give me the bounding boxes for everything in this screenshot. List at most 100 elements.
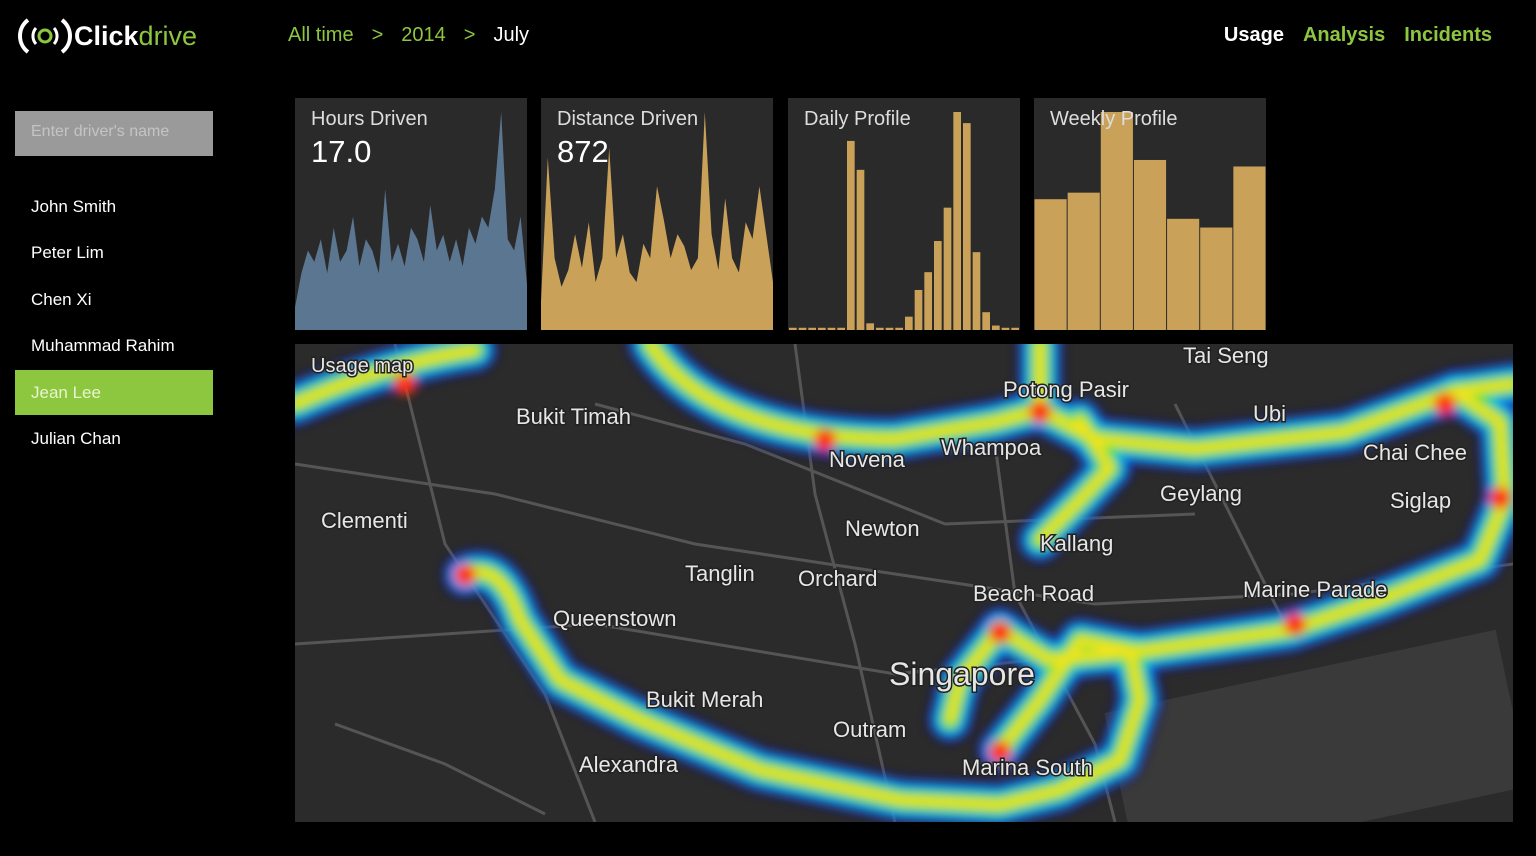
heat-spot [1029, 401, 1051, 423]
map-label: Ubi [1253, 401, 1286, 426]
bar [847, 140, 855, 330]
map-label: Newton [845, 516, 920, 541]
crumb-separator: > [463, 24, 476, 46]
driver-item[interactable]: Julian Chan [31, 429, 121, 448]
driver-item[interactable]: John Smith [31, 197, 117, 216]
map-title: Usage map [311, 355, 413, 377]
map-label: Novena [829, 447, 906, 472]
map-label: Bukit Timah [516, 404, 631, 429]
stat-panel: Daily Profile [788, 98, 1020, 330]
bar [837, 327, 845, 330]
heat-spot [989, 741, 1011, 763]
sea [1104, 629, 1513, 822]
bar [963, 123, 971, 330]
bar [1034, 199, 1067, 330]
bar [1001, 327, 1010, 330]
bar [914, 289, 923, 330]
driver-item[interactable]: Chen Xi [31, 289, 92, 309]
map-canvas: Usage map Bukit Timah Tai Seng Potong Pasi… [295, 344, 1513, 822]
panel-title: Hours Driven [311, 108, 428, 130]
bar [876, 327, 884, 330]
crumb[interactable]: All time [288, 24, 354, 46]
breadcrumb: All time > 2014 > July [288, 24, 529, 47]
panel-title: Daily Profile [804, 108, 911, 130]
bar [1011, 327, 1019, 330]
map-label: Alexandra [579, 752, 679, 777]
crumb-separator: > [371, 24, 384, 46]
bar [982, 312, 990, 330]
bar [1167, 218, 1200, 330]
panel-chart [789, 112, 1019, 330]
logo[interactable]: Click drive [16, 14, 197, 58]
map-label: Tanglin [685, 561, 755, 586]
heat-spot [1284, 613, 1306, 635]
heat-layer [295, 344, 1513, 822]
crumb[interactable]: July [493, 24, 530, 46]
map-label: Siglap [1390, 488, 1451, 513]
panel-title: Distance Driven [557, 108, 699, 130]
bar [789, 327, 797, 330]
panel-chart [541, 112, 773, 330]
map-label: Marine Parade [1243, 577, 1387, 602]
heat-spot [394, 373, 416, 395]
nav-link[interactable]: Analysis [1302, 24, 1386, 46]
logo-text: Click [74, 20, 139, 51]
map-label: Chai Chee [1363, 440, 1467, 465]
bar [924, 272, 932, 330]
stat-panel: Weekly Profile [1034, 98, 1266, 330]
map-label: Geylang [1160, 481, 1242, 506]
logo-icon [18, 18, 72, 54]
map-label: Singapore [889, 656, 1035, 692]
heat-trail [945, 625, 1005, 725]
panel-chart [1034, 112, 1266, 330]
bar [1133, 159, 1167, 330]
nav: Usage Analysis Incidents [1224, 24, 1492, 47]
bar [953, 112, 961, 330]
bar [885, 327, 894, 330]
bar [856, 169, 865, 330]
bar [1200, 227, 1233, 330]
heat-trail [460, 567, 1145, 810]
heat-trail [995, 387, 1510, 665]
heat-spot [1434, 393, 1456, 415]
usage-map[interactable]: Usage map Bukit Timah Tai Seng Potong Pasi… [295, 344, 1513, 822]
bar [1067, 192, 1100, 330]
stat-panel: Hours Driven 17.0 [295, 98, 527, 330]
map-label: Orchard [798, 566, 877, 591]
area [541, 112, 773, 330]
heat-trail [1035, 344, 1115, 545]
driver-item[interactable]: Jean Lee [15, 369, 213, 415]
map-label: Kallang [1040, 531, 1113, 556]
panel-value: 872 [557, 134, 609, 169]
panel-value: 17.0 [311, 134, 372, 169]
bar [798, 327, 807, 330]
driver-item[interactable]: Muhammad Rahim [31, 336, 175, 356]
area [295, 112, 527, 330]
crumb[interactable]: 2014 [401, 24, 446, 46]
bar [972, 252, 981, 330]
map-label: Beach Road [973, 581, 1094, 606]
bar [1100, 112, 1133, 330]
map-label: Clementi [321, 508, 408, 533]
heat-trail [645, 344, 1513, 454]
bar [895, 327, 903, 330]
bar [1233, 166, 1266, 330]
bar [818, 327, 826, 330]
driver-item[interactable]: Peter Lim [31, 243, 104, 263]
bar [934, 241, 942, 330]
nav-link[interactable]: Usage [1223, 24, 1284, 46]
bar [943, 207, 952, 330]
panel-title: Weekly Profile [1050, 108, 1178, 130]
search-input[interactable]: Enter driver's name [15, 111, 213, 156]
bar [827, 327, 836, 330]
map-label: Potong Pasir [1003, 377, 1129, 402]
map-label: Bukit Merah [646, 687, 763, 712]
bar [905, 316, 913, 330]
nav-link[interactable]: Incidents [1404, 24, 1492, 46]
panel-chart [295, 112, 527, 330]
map-label: Tai Seng [1183, 344, 1269, 368]
map-label: Queenstown [553, 606, 677, 631]
map-label: Outram [833, 717, 906, 742]
heat-spot [989, 621, 1011, 643]
heat-spot [814, 429, 836, 451]
